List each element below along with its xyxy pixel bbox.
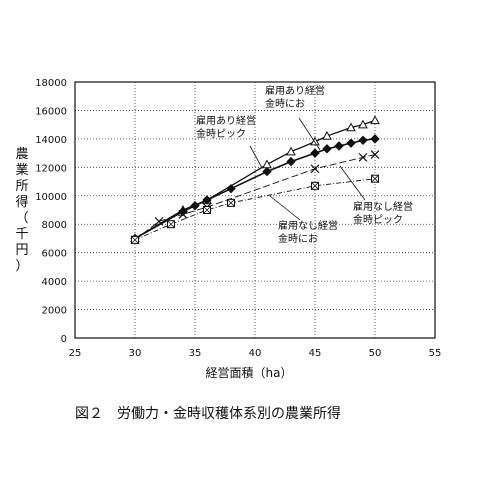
annotation-line1: 雇用なし経営 <box>278 219 338 232</box>
series-layer <box>130 115 380 245</box>
marker-stroke <box>311 182 319 190</box>
data-point-diamond <box>190 201 200 211</box>
data-point-diamond <box>178 206 188 217</box>
annotation-line1: 雇用あり経営 <box>265 84 325 97</box>
marker-stroke <box>154 216 164 226</box>
marker-stroke <box>310 164 320 174</box>
grid-lines <box>75 82 435 338</box>
data-point-triangle <box>310 136 320 146</box>
data-point-x <box>178 209 188 219</box>
data-point-boxx <box>131 235 139 244</box>
data-point-diamond <box>334 141 344 151</box>
marker-stroke <box>227 199 235 207</box>
marker-stroke <box>178 209 188 219</box>
x-tick-label: 35 <box>189 348 202 359</box>
data-point-triangle <box>346 122 356 132</box>
data-point-triangle <box>370 115 380 125</box>
data-point-x <box>310 164 320 174</box>
y-tick-label: 8000 <box>42 220 67 231</box>
data-point-diamond <box>202 195 212 205</box>
data-point-boxx <box>203 206 211 214</box>
data-point-boxx <box>167 220 175 229</box>
x-tick-label: 55 <box>429 348 442 359</box>
y-tick-label: 16000 <box>35 106 67 117</box>
series-4 <box>131 174 379 244</box>
y-tick-label: 0 <box>61 334 67 345</box>
data-point-triangle <box>322 131 332 140</box>
data-point-diamond <box>322 144 332 154</box>
y-tick-label: 18000 <box>35 78 67 89</box>
data-point-triangle <box>358 119 368 129</box>
annotation-line1: 雇用あり経営 <box>196 114 256 127</box>
x-axis-ticks: 25 30 35 40 45 50 55 <box>69 348 442 359</box>
annotation-leader <box>298 117 321 151</box>
x-tick-label: 25 <box>69 348 82 359</box>
data-point-diamond <box>358 135 368 146</box>
x-axis-label: 経営面積（ha） <box>206 365 293 380</box>
y-tick-label: 4000 <box>42 277 67 288</box>
x-tick-label: 45 <box>309 348 322 359</box>
marker-stroke <box>167 220 175 229</box>
data-point-x <box>370 150 380 159</box>
y-tick-label: 6000 <box>42 249 67 260</box>
annotation-line2: 金時ピック <box>353 213 403 226</box>
y-axis-label-char: 千 <box>15 227 28 242</box>
marker-stroke <box>370 150 380 159</box>
annotation-layer: 雇用あり経営金時にお雇用あり経営金時ピック雇用なし経営金時ピック雇用なし経営金時… <box>196 84 413 245</box>
y-axis-label-char: 円 <box>15 243 28 258</box>
data-point-diamond <box>310 148 320 158</box>
y-tick-label: 10000 <box>35 192 67 203</box>
annotation-line1: 雇用なし経営 <box>353 200 413 213</box>
annotation-leader <box>339 165 366 201</box>
y-axis-ticks: 0 2000 4000 6000 8000 10000 12000 14000 16000 180… <box>35 78 67 345</box>
marker-stroke <box>358 152 368 162</box>
x-tick-label: 40 <box>249 348 262 359</box>
data-point-diamond <box>226 183 236 194</box>
data-point-diamond <box>346 138 356 148</box>
data-point-boxx <box>311 181 319 190</box>
series-2 <box>130 134 380 244</box>
series-line <box>134 178 376 241</box>
y-tick-label: 2000 <box>42 306 67 317</box>
figure-caption: 図２ 労働力・金時収穫体系別の農業所得 <box>75 405 341 422</box>
y-axis-label-char: 所 <box>15 179 28 194</box>
marker-stroke <box>371 174 379 183</box>
y-axis-label-char: （ <box>15 211 28 226</box>
data-point-diamond <box>286 156 296 167</box>
data-point-triangle <box>286 146 296 156</box>
plot-frame <box>74 81 436 339</box>
annotation-leader <box>249 145 263 169</box>
annotation-line2: 金時にお <box>265 97 305 110</box>
y-axis-label-char: 業 <box>15 162 28 178</box>
x-tick-label: 30 <box>129 348 142 359</box>
y-axis-label: 農業所得（千円） <box>15 147 28 274</box>
y-axis-label-char: ） <box>15 259 28 274</box>
annotation-leader <box>269 195 301 221</box>
data-point-triangle <box>262 159 272 169</box>
y-axis-label-char: 農 <box>15 147 28 162</box>
data-point-diamond <box>370 134 380 144</box>
annotation-line2: 金時にお <box>278 232 318 245</box>
data-point-x <box>358 152 368 162</box>
data-point-boxx <box>371 174 379 183</box>
data-point-diamond <box>262 166 272 177</box>
marker-stroke <box>131 236 139 244</box>
annotation-line2: 金時ピック <box>196 127 246 140</box>
y-tick-label: 12000 <box>35 163 67 174</box>
data-point-x <box>154 216 164 226</box>
x-tick-label: 50 <box>369 348 382 359</box>
y-axis-label-char: 得 <box>15 194 28 210</box>
y-tick-label: 14000 <box>35 135 67 146</box>
data-point-boxx <box>227 198 235 207</box>
marker-stroke <box>203 206 211 214</box>
